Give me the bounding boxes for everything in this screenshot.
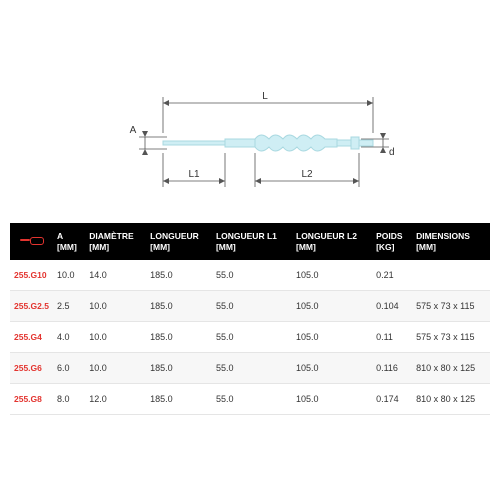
table-row: 255.G6 6.0 10.0 185.0 55.0 105.0 0.116 8…: [10, 352, 490, 383]
header-icon-cell: [10, 223, 53, 259]
cell-l1: 55.0: [212, 352, 292, 383]
cell-len: 185.0: [146, 290, 212, 321]
cell-dim: 575 x 73 x 115: [412, 290, 490, 321]
table-row: 255.G4 4.0 10.0 185.0 55.0 105.0 0.11 57…: [10, 321, 490, 352]
dim-label-L: L: [262, 91, 268, 102]
cell-dim: 810 x 80 x 125: [412, 352, 490, 383]
header-longueur-l2: LONGUEUR L2[MM]: [292, 223, 372, 259]
cell-ref: 255.G4: [10, 321, 53, 352]
cell-l1: 55.0: [212, 383, 292, 414]
cell-wt: 0.174: [372, 383, 412, 414]
dim-label-A: A: [130, 125, 137, 136]
cell-ref: 255.G6: [10, 352, 53, 383]
cell-dia: 10.0: [85, 321, 146, 352]
header-longueur-l1: LONGUEUR L1[MM]: [212, 223, 292, 259]
header-longueur: LONGUEUR[MM]: [146, 223, 212, 259]
table-row: 255.G8 8.0 12.0 185.0 55.0 105.0 0.174 8…: [10, 383, 490, 414]
header-diametre: DIAMÈTRE[MM]: [85, 223, 146, 259]
cell-wt: 0.104: [372, 290, 412, 321]
cell-l1: 55.0: [212, 321, 292, 352]
header-a: A[MM]: [53, 223, 85, 259]
table-header-row: A[MM] DIAMÈTRE[MM] LONGUEUR[MM] LONGUEUR…: [10, 223, 490, 259]
cell-dim: [412, 260, 490, 291]
technical-diagram: L A d L1: [10, 85, 490, 205]
dim-label-L2: L2: [301, 169, 313, 180]
table-row: 255.G10 10.0 14.0 185.0 55.0 105.0 0.21: [10, 260, 490, 291]
dim-label-L1: L1: [188, 169, 200, 180]
diagram-svg: L A d L1: [105, 85, 395, 205]
cell-l2: 105.0: [292, 352, 372, 383]
cell-dim: 810 x 80 x 125: [412, 383, 490, 414]
cell-a: 6.0: [53, 352, 85, 383]
cell-l2: 105.0: [292, 383, 372, 414]
header-dimensions: DIMENSIONS[MM]: [412, 223, 490, 259]
cell-ref: 255.G10: [10, 260, 53, 291]
cell-dia: 10.0: [85, 352, 146, 383]
tool-icon: [20, 235, 42, 245]
specs-table: A[MM] DIAMÈTRE[MM] LONGUEUR[MM] LONGUEUR…: [10, 223, 490, 414]
cell-l1: 55.0: [212, 290, 292, 321]
table-row: 255.G2.5 2.5 10.0 185.0 55.0 105.0 0.104…: [10, 290, 490, 321]
header-poids: POIDS[KG]: [372, 223, 412, 259]
cell-len: 185.0: [146, 321, 212, 352]
cell-l2: 105.0: [292, 290, 372, 321]
cell-l2: 105.0: [292, 260, 372, 291]
cell-l1: 55.0: [212, 260, 292, 291]
cell-dia: 14.0: [85, 260, 146, 291]
cell-ref: 255.G2.5: [10, 290, 53, 321]
cell-dia: 10.0: [85, 290, 146, 321]
cell-wt: 0.21: [372, 260, 412, 291]
cell-len: 185.0: [146, 352, 212, 383]
cell-l2: 105.0: [292, 321, 372, 352]
cell-len: 185.0: [146, 260, 212, 291]
table-body: 255.G10 10.0 14.0 185.0 55.0 105.0 0.21 …: [10, 260, 490, 415]
cell-dia: 12.0: [85, 383, 146, 414]
cell-a: 10.0: [53, 260, 85, 291]
cell-ref: 255.G8: [10, 383, 53, 414]
cell-a: 2.5: [53, 290, 85, 321]
cell-len: 185.0: [146, 383, 212, 414]
cell-wt: 0.116: [372, 352, 412, 383]
cell-a: 8.0: [53, 383, 85, 414]
dim-label-d: d: [389, 147, 395, 158]
cell-dim: 575 x 73 x 115: [412, 321, 490, 352]
cell-wt: 0.11: [372, 321, 412, 352]
cell-a: 4.0: [53, 321, 85, 352]
